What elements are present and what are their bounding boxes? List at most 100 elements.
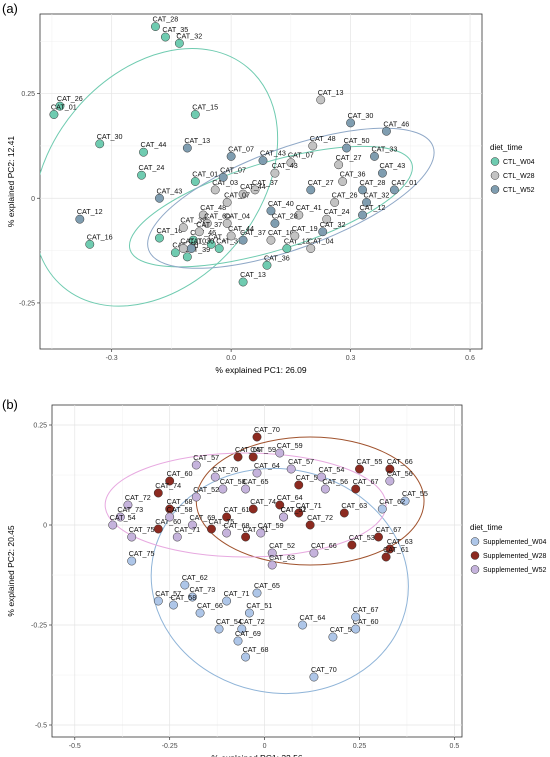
point-label: CAT_61 — [383, 545, 409, 554]
data-point — [115, 512, 125, 522]
y-axis-label: % explained PC2: 20.45 — [6, 525, 16, 616]
point-label: CAT_58 — [167, 505, 193, 514]
x-tick-label: -0.3 — [106, 355, 118, 362]
data-point — [381, 552, 391, 562]
point-label: CAT_54 — [319, 465, 345, 474]
data-point — [351, 484, 361, 494]
point-label: CAT_56 — [387, 469, 413, 478]
point-label: CAT_04 — [224, 211, 250, 220]
data-point — [165, 476, 175, 486]
data-point — [206, 524, 216, 534]
x-tick-label: -0.5 — [69, 743, 81, 750]
point-label: CAT_65 — [243, 477, 269, 486]
data-point — [222, 528, 232, 538]
data-point — [214, 244, 224, 253]
point-label: CAT_37 — [252, 178, 278, 187]
point-label: CAT_07 — [224, 190, 250, 199]
data-point — [180, 580, 190, 590]
data-point — [328, 632, 338, 642]
point-label: CAT_62 — [281, 505, 307, 514]
point-label: CAT_12 — [284, 237, 310, 246]
panel-label: (a) — [2, 1, 18, 16]
data-point — [218, 172, 228, 182]
point-label: CAT_72 — [125, 493, 151, 502]
data-point — [222, 218, 232, 228]
point-label: CAT_70 — [212, 465, 238, 474]
point-label: CAT_52 — [193, 485, 219, 494]
data-point — [182, 252, 192, 262]
point-label: CAT_15 — [192, 103, 218, 112]
point-label: CAT_66 — [197, 601, 223, 610]
data-point — [226, 231, 236, 241]
grid — [40, 14, 482, 349]
point-label: CAT_24 — [324, 207, 350, 216]
data-point — [358, 210, 367, 220]
data-point — [241, 484, 251, 494]
data-point — [286, 158, 296, 168]
point-label: CAT_39 — [184, 245, 210, 254]
legend-swatch — [490, 157, 500, 166]
data-point — [248, 504, 258, 514]
data-point — [290, 231, 300, 241]
y-tick-label: 0.25 — [33, 423, 47, 430]
point-label: CAT_68 — [167, 497, 193, 506]
point-label: CAT_67 — [375, 525, 401, 534]
point-label: CAT_39 — [180, 216, 206, 225]
point-label: CAT_63 — [341, 501, 367, 510]
point-label: CAT_71 — [296, 501, 322, 510]
data-point — [351, 624, 361, 634]
point-label: CAT_75 — [208, 517, 234, 526]
data-point — [305, 520, 315, 530]
point-label: CAT_67 — [353, 605, 379, 614]
point-label: CAT_67 — [353, 477, 379, 486]
point-label: CAT_24 — [139, 163, 165, 172]
y-axis-label: % explained PC2: 12.41 — [6, 136, 16, 227]
legend-entry: CTL_W04 — [503, 159, 535, 166]
data-point — [377, 504, 387, 514]
point-label: CAT_36 — [340, 170, 366, 179]
point-label: CAT_28 — [152, 15, 178, 24]
y-tick-label: -0.25 — [19, 300, 35, 307]
data-point — [127, 532, 137, 542]
data-point — [153, 488, 163, 498]
x-axis-label: % explained PC1: 26.09 — [215, 365, 306, 375]
data-point — [178, 244, 188, 253]
data-point — [178, 223, 188, 233]
data-point — [400, 496, 410, 506]
data-point — [309, 672, 319, 682]
point-label: CAT_48 — [310, 134, 336, 143]
data-point — [108, 520, 118, 530]
data-point — [182, 143, 192, 153]
legend-swatch — [490, 185, 500, 194]
data-point — [252, 588, 262, 598]
point-label: CAT_32 — [176, 31, 202, 40]
data-point — [389, 185, 399, 195]
data-point — [194, 227, 204, 237]
legend-entry: CTL_W52 — [503, 187, 535, 194]
panel-b: (b) -0.5 -0.25 0 0.25 0.5 -0.5 -0.25 0 0.25 % expl… — [2, 397, 547, 757]
point-label: CAT_55 — [402, 489, 428, 498]
data-point — [355, 464, 364, 474]
data-point — [275, 500, 285, 510]
point-label: CAT_68 — [243, 645, 269, 654]
legend-swatch — [470, 565, 480, 574]
data-point — [282, 244, 292, 253]
point-label: CAT_65 — [254, 581, 280, 590]
data-point — [370, 151, 379, 161]
point-label: CAT_60 — [167, 469, 193, 478]
point-label: CAT_69 — [189, 513, 215, 522]
data-point — [358, 185, 367, 195]
point-label: CAT_61 — [224, 505, 250, 514]
y-tick-label: 0 — [43, 523, 47, 530]
y-tick-label: 0 — [31, 196, 35, 203]
point-label: CAT_57 — [155, 589, 181, 598]
data-point — [155, 233, 164, 243]
x-tick-label: 0.5 — [450, 743, 460, 750]
point-label: CAT_44 — [240, 182, 266, 191]
data-point — [233, 636, 243, 646]
y-tick-label: 0.25 — [21, 91, 35, 98]
point-label: CAT_51 — [243, 525, 269, 534]
data-point — [267, 560, 277, 570]
point-label: CAT_60 — [155, 517, 181, 526]
point-label: CAT_13 — [318, 88, 344, 97]
